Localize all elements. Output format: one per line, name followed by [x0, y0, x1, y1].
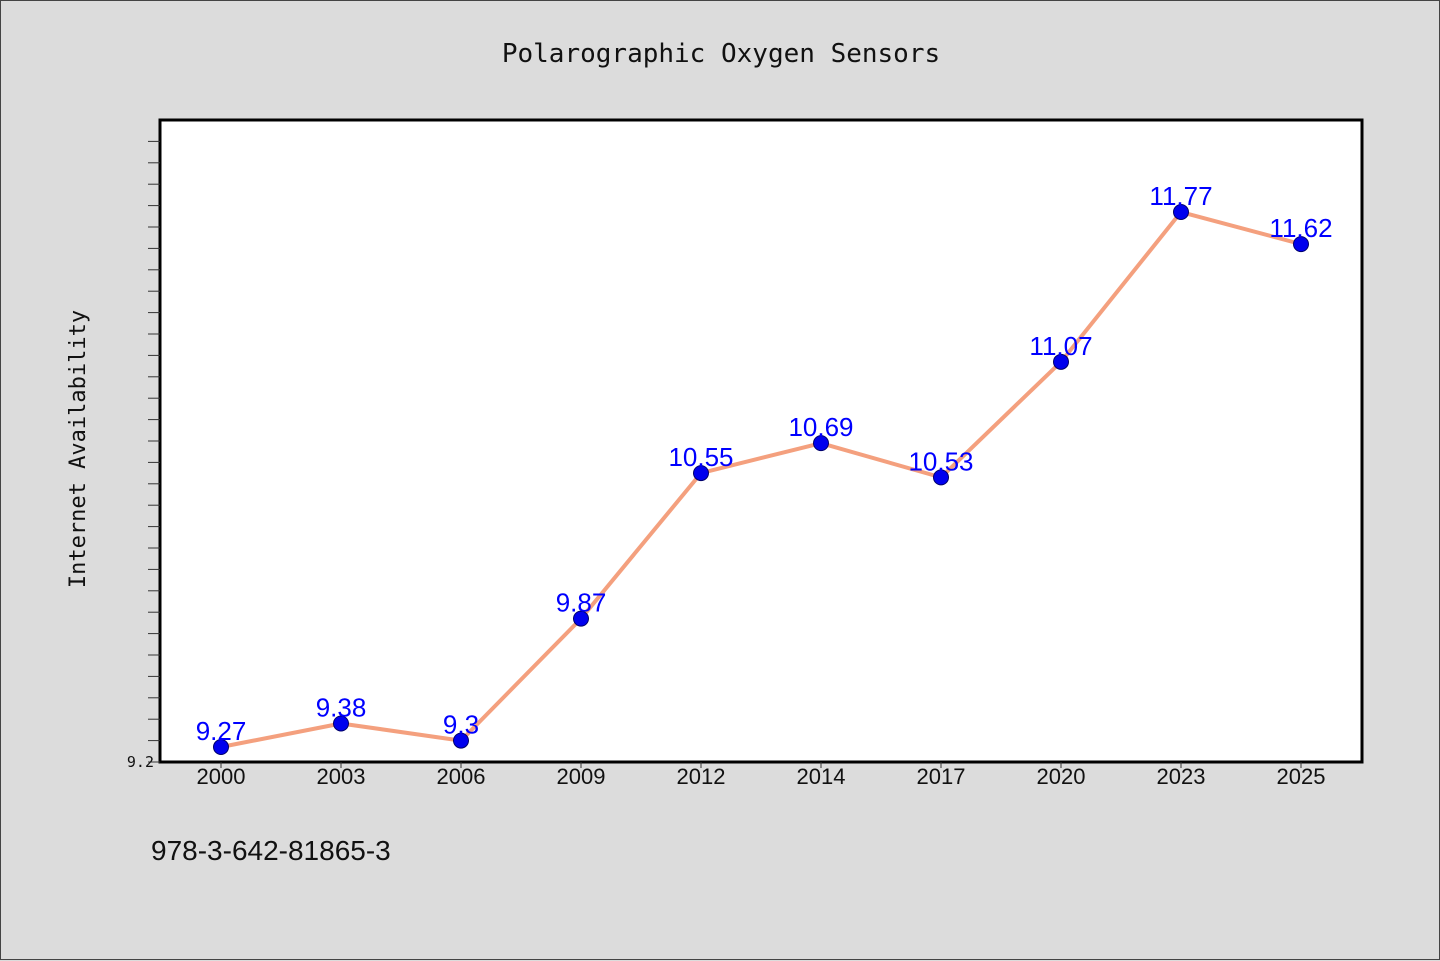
- x-tick-label: 2025: [1277, 764, 1326, 789]
- series-group: [213, 204, 1309, 756]
- data-label: 11.62: [1269, 213, 1332, 243]
- y-axis-label: Internet Availability: [66, 310, 91, 588]
- data-label: 9.3: [443, 710, 479, 740]
- data-label: 9.38: [316, 692, 367, 722]
- data-point: [933, 469, 949, 486]
- data-label: 9.87: [556, 588, 607, 618]
- data-point: [1173, 204, 1189, 221]
- x-tick-label: 2017: [917, 764, 966, 789]
- chart-title: Polarographic Oxygen Sensors: [502, 39, 940, 69]
- x-tick-label: 2000: [197, 764, 246, 789]
- data-label: 9.27: [196, 716, 247, 746]
- plot-area: [158, 118, 1364, 764]
- x-tick-label: 2023: [1157, 764, 1206, 789]
- data-label: 10.55: [668, 442, 733, 472]
- data-labels: 9.27 9.38 9.3 9.87 10.55 10.69 10.53 11.07 11.77…: [196, 181, 1333, 746]
- data-label: 10.53: [908, 446, 973, 476]
- data-point: [1293, 236, 1309, 253]
- data-point: [453, 732, 469, 749]
- isbn-text: 978-3-642-81865-3: [151, 835, 391, 866]
- data-point: [333, 715, 349, 732]
- x-axis-ticks: 2000 2003 2006 2009 2012 2014 2017 2020 2023 2025: [197, 762, 1326, 789]
- data-label: 11.07: [1029, 331, 1092, 361]
- series-line: [220, 210, 1302, 749]
- x-tick-label: 2014: [797, 764, 846, 789]
- x-tick-label: 2006: [437, 764, 486, 789]
- data-label: 11.77: [1149, 181, 1212, 211]
- x-tick-label: 2003: [317, 764, 366, 789]
- data-point: [573, 610, 589, 627]
- data-point: [693, 465, 709, 482]
- y-tick-label: 9.2: [127, 753, 154, 771]
- data-point: [213, 739, 229, 756]
- data-point: [1053, 353, 1069, 370]
- x-tick-label: 2012: [677, 764, 726, 789]
- x-tick-label: 2009: [557, 764, 606, 789]
- data-label: 10.69: [788, 412, 853, 442]
- x-tick-label: 2020: [1037, 764, 1086, 789]
- y-axis-ticks: 9.2: [127, 140, 160, 771]
- data-point: [813, 435, 829, 452]
